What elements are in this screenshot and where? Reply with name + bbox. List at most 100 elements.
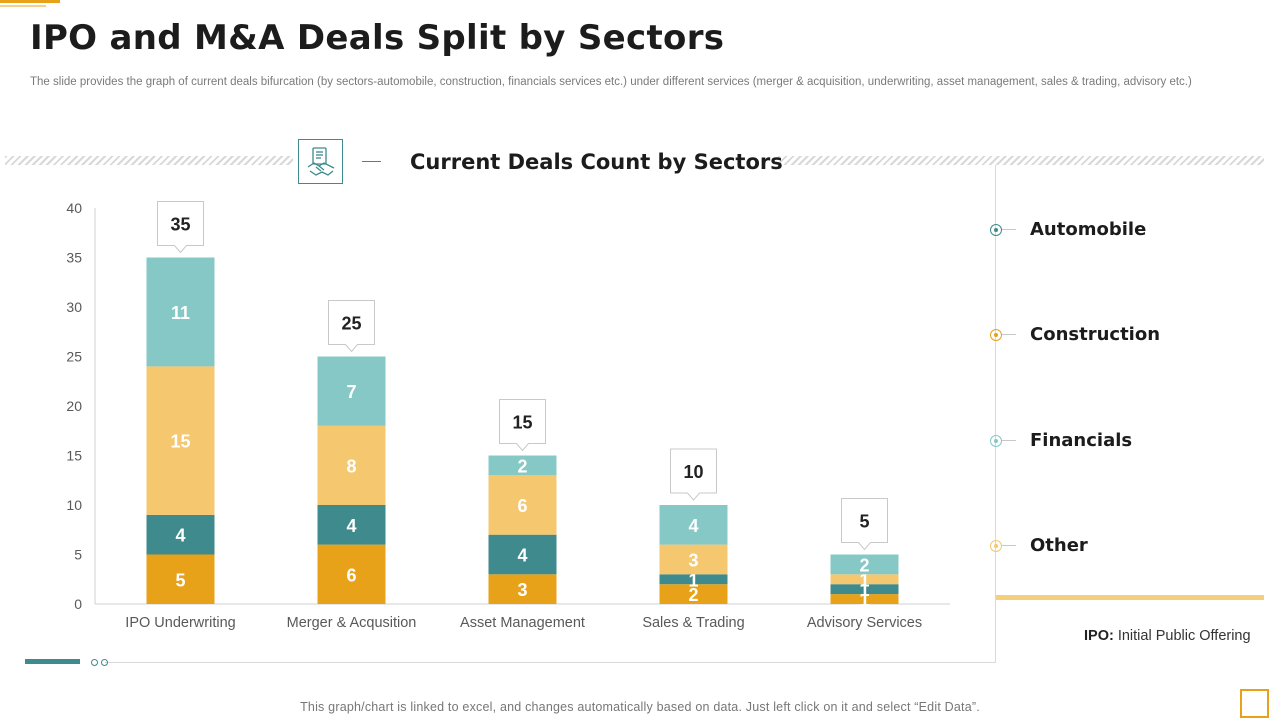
y-tick-label: 15 <box>66 448 82 464</box>
chart-frame-vertical <box>995 165 996 662</box>
legend-connector <box>1002 229 1016 230</box>
x-category-label: IPO Underwriting <box>125 615 235 631</box>
segment-value-label: 8 <box>346 456 356 476</box>
y-tick-label: 5 <box>74 547 82 563</box>
bar-segment-construction <box>659 584 728 604</box>
legend-label: Other <box>1030 535 1088 556</box>
segment-value-label: 2 <box>859 555 869 575</box>
total-value-label: 35 <box>170 215 190 235</box>
x-category-label: Asset Management <box>460 615 585 631</box>
x-category-label: Advisory Services <box>807 615 922 631</box>
bottom-dot-2 <box>101 659 108 666</box>
segment-value-label: 1 <box>688 570 698 590</box>
bottom-accent-bar <box>25 659 80 664</box>
legend-marker-icon <box>990 223 1002 236</box>
bar-segment-automobile <box>659 574 728 585</box>
legend-marker-icon <box>990 434 1002 447</box>
footnote-text: Initial Public Offering <box>1113 628 1251 644</box>
legend-marker-icon <box>990 328 1002 341</box>
legend-connector <box>1002 334 1016 335</box>
legend-item-other: Other <box>990 535 1088 556</box>
segment-value-label: 1 <box>859 580 869 600</box>
y-tick-label: 0 <box>74 596 82 612</box>
x-category-label: Merger & Acqusition <box>287 615 417 631</box>
legend-item-financials: Financials <box>990 430 1132 451</box>
segment-value-label: 4 <box>517 546 527 566</box>
segment-value-label: 1 <box>859 570 869 590</box>
footnote-term: IPO: <box>1084 628 1114 644</box>
handshake-document-icon <box>298 139 343 184</box>
bar-segment-construction <box>830 594 899 604</box>
top-accent-line-secondary <box>0 5 46 7</box>
top-accent-line <box>0 0 60 3</box>
hatch-divider-right <box>778 156 1264 165</box>
legend-connector <box>1002 440 1016 441</box>
hatch-divider-left <box>5 156 293 165</box>
legend-label: Financials <box>1030 430 1133 451</box>
segment-value-label: 2 <box>688 585 698 605</box>
legend-marker-icon <box>990 539 1002 552</box>
bar-segment-financials <box>830 554 899 575</box>
y-tick-label: 30 <box>66 299 82 315</box>
chart-title: Current Deals Count by Sectors <box>410 150 783 174</box>
edit-data-note: This graph/chart is linked to excel, and… <box>300 700 980 714</box>
bar-segment-other <box>146 366 215 515</box>
y-tick-label: 10 <box>66 497 82 513</box>
total-value-label: 10 <box>683 462 703 482</box>
bar-segment-other <box>659 544 728 575</box>
footnote: IPO: Initial Public Offering <box>1084 628 1251 644</box>
bar-segment-financials <box>317 356 386 426</box>
y-tick-label: 25 <box>66 349 82 365</box>
total-callout-box <box>157 201 204 254</box>
total-callout-box <box>499 399 546 452</box>
bar-segment-financials <box>488 455 557 476</box>
icon-connector-line <box>362 161 381 162</box>
total-value-label: 15 <box>512 413 532 433</box>
segment-value-label: 6 <box>346 565 356 585</box>
chart-frame-horizontal <box>105 662 996 663</box>
total-value-label: 5 <box>859 512 869 532</box>
segment-value-label: 4 <box>688 516 698 536</box>
bar-segment-other <box>488 475 557 535</box>
segment-value-label: 4 <box>175 526 185 546</box>
bar-segment-financials <box>146 257 215 367</box>
bar-segment-other <box>830 574 899 585</box>
legend-label: Construction <box>1030 324 1161 345</box>
total-callout-box <box>841 498 888 551</box>
page-title: IPO and M&A Deals Split by Sectors <box>30 18 725 58</box>
y-tick-label: 20 <box>66 398 82 414</box>
bar-segment-automobile <box>317 505 386 545</box>
y-tick-label: 40 <box>66 200 82 216</box>
bottom-dot-1 <box>91 659 98 666</box>
total-callout-box <box>670 448 717 501</box>
segment-value-label: 7 <box>346 382 356 402</box>
segment-value-label: 4 <box>346 516 356 536</box>
segment-value-label: 3 <box>517 580 527 600</box>
bar-segment-other <box>317 425 386 505</box>
segment-value-label: 3 <box>688 550 698 570</box>
legend-item-automobile: Automobile <box>990 219 1146 240</box>
bar-segment-construction <box>146 554 215 604</box>
bar-segment-construction <box>317 544 386 604</box>
bar-segment-automobile <box>146 514 215 555</box>
legend-label: Automobile <box>1030 219 1147 240</box>
total-callout-box <box>328 300 375 353</box>
segment-value-label: 5 <box>175 570 185 590</box>
bar-segment-financials <box>659 505 728 545</box>
bar-segment-automobile <box>830 584 899 595</box>
segment-value-label: 6 <box>517 496 527 516</box>
bar-segment-automobile <box>488 534 557 575</box>
total-value-label: 25 <box>341 314 361 334</box>
segment-value-label: 15 <box>170 432 190 452</box>
legend-underline-bar <box>996 595 1264 600</box>
corner-square <box>1240 689 1269 718</box>
segment-value-label: 1 <box>859 590 869 610</box>
legend-item-construction: Construction <box>990 324 1160 345</box>
segment-value-label: 11 <box>171 303 190 323</box>
x-category-label: Sales & Trading <box>642 615 744 631</box>
legend-connector <box>1002 545 1016 546</box>
bar-segment-construction <box>488 574 557 604</box>
y-tick-label: 35 <box>66 250 82 266</box>
page-subtitle: The slide provides the graph of current … <box>30 76 1192 88</box>
